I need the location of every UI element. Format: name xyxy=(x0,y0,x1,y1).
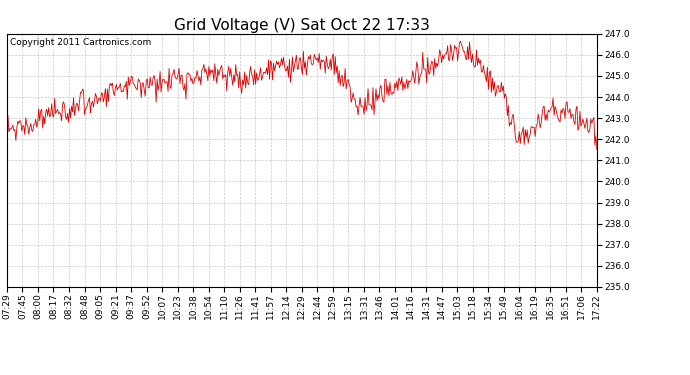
Title: Grid Voltage (V) Sat Oct 22 17:33: Grid Voltage (V) Sat Oct 22 17:33 xyxy=(174,18,430,33)
Text: Copyright 2011 Cartronics.com: Copyright 2011 Cartronics.com xyxy=(10,38,151,46)
